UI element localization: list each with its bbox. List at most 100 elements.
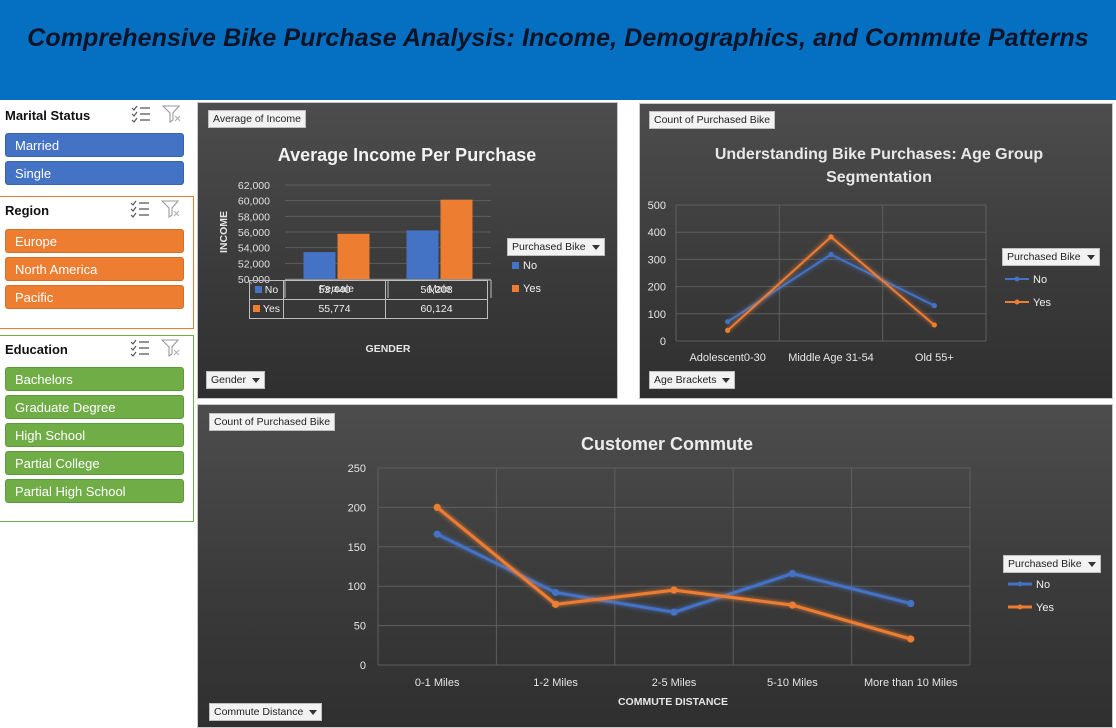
y-tick-label: 400 xyxy=(648,227,666,239)
table-row-label: Yes xyxy=(262,303,281,315)
slicer-header: Marital Status xyxy=(0,102,194,128)
slicer-item-bachelors[interactable]: Bachelors xyxy=(5,367,184,391)
y-tick-label: 100 xyxy=(348,581,366,593)
slicer-item-graduate-degree[interactable]: Graduate Degree xyxy=(5,395,184,419)
legend-swatch xyxy=(512,285,519,292)
table-cell: 56,208 xyxy=(385,280,488,300)
y-tick-label: 62,000 xyxy=(238,180,270,192)
y-axis-label: INCOME xyxy=(218,211,230,253)
y-tick-label: 0 xyxy=(660,336,666,348)
slicer-header: Region xyxy=(0,197,193,223)
data-point-no xyxy=(931,303,937,309)
y-tick-label: 150 xyxy=(348,542,366,554)
dropdown-caret-icon xyxy=(252,377,261,383)
legend-field-button[interactable]: Purchased Bike xyxy=(1003,555,1101,573)
clear-filter-icon[interactable] xyxy=(161,200,181,218)
data-point-no xyxy=(670,608,678,616)
table-cell: 60,124 xyxy=(385,299,488,319)
data-point-yes xyxy=(907,635,915,643)
axis-field-label: Age Brackets xyxy=(654,374,717,386)
y-tick-label: 58,000 xyxy=(238,211,270,223)
slicer-item-single[interactable]: Single xyxy=(5,161,184,185)
data-point-yes xyxy=(670,586,678,594)
legend-marker xyxy=(1017,604,1023,610)
age-chart-panel: Understanding Bike Purchases: Age Group S… xyxy=(639,103,1113,399)
y-tick-label: 300 xyxy=(648,254,666,266)
axis-field-label: Gender xyxy=(211,374,247,386)
data-point-yes xyxy=(552,600,560,608)
slicer-item-married[interactable]: Married xyxy=(5,133,184,157)
y-tick-label: 50 xyxy=(354,621,366,633)
y-tick-label: 100 xyxy=(648,309,666,321)
slicer-item-partial-college[interactable]: Partial College xyxy=(5,451,184,475)
x-category-label: 5-10 Miles xyxy=(767,677,818,689)
axis-field-button[interactable]: Gender xyxy=(206,371,266,389)
multi-select-icon[interactable] xyxy=(130,200,150,218)
data-point-no xyxy=(552,588,560,597)
value-field-button[interactable]: Count of Purchased Bike xyxy=(649,111,776,129)
legend-field-button[interactable]: Purchased Bike xyxy=(507,238,605,256)
education-slicer: Education Bachelors Graduate Degree High… xyxy=(0,335,194,522)
region-slicer: Region Europe North America Pacific xyxy=(0,196,194,329)
multi-select-icon[interactable] xyxy=(130,339,150,357)
income-chart-panel: Average Income Per Purchase 50,000 52,000 5… xyxy=(197,102,618,399)
slicer-item-partial-high-school[interactable]: Partial High School xyxy=(5,479,184,503)
axis-field-button[interactable]: Commute Distance xyxy=(209,703,323,721)
dashboard-title: Comprehensive Bike Purchase Analysis: In… xyxy=(27,23,1089,52)
series-line-yes xyxy=(726,235,935,332)
dropdown-caret-icon xyxy=(309,709,318,715)
legend-label: Yes xyxy=(523,283,541,295)
legend-label: No xyxy=(1033,274,1047,286)
legend-swatch xyxy=(512,262,519,269)
legend-field-button[interactable]: Purchased Bike xyxy=(1002,248,1100,266)
data-point-no xyxy=(725,319,731,325)
marital-status-slicer: Marital Status Married Single xyxy=(0,102,194,190)
x-category-label: More than 10 Miles xyxy=(864,677,958,689)
x-axis-label: COMMUTE DISTANCE xyxy=(618,696,728,708)
legend-marker xyxy=(1014,276,1020,282)
slicer-item-pacific[interactable]: Pacific xyxy=(5,285,184,309)
commute-line-chart: Customer Commute 0 50 100 150 200 250 0-1 Miles… xyxy=(348,434,1055,708)
clear-filter-icon[interactable] xyxy=(162,105,182,123)
chart-title-line: Understanding Bike Purchases: Age Group xyxy=(715,146,1044,163)
axis-field-label: Commute Distance xyxy=(214,706,304,718)
legend-marker xyxy=(1014,299,1020,305)
value-field-button[interactable]: Average of Income xyxy=(208,110,306,128)
bar-no-male xyxy=(406,230,439,279)
legend-field-label: Purchased Bike xyxy=(1007,251,1081,263)
data-point-yes xyxy=(931,322,937,328)
slicer-item-north-america[interactable]: North America xyxy=(5,257,184,281)
slicer-title: Region xyxy=(5,203,50,218)
x-category-label: Old 55+ xyxy=(915,352,954,364)
legend-field-label: Purchased Bike xyxy=(512,241,586,253)
data-point-no xyxy=(433,530,441,538)
legend-field-label: Purchased Bike xyxy=(1008,558,1082,570)
slicer-title: Marital Status xyxy=(5,108,91,123)
dropdown-caret-icon xyxy=(722,377,731,383)
series-line-no xyxy=(727,253,935,323)
table-cell: Yes xyxy=(249,299,284,319)
slicer-item-europe[interactable]: Europe xyxy=(5,229,184,253)
slicer-header: Education xyxy=(0,336,193,362)
data-point-no xyxy=(907,599,915,608)
multi-select-icon[interactable] xyxy=(131,105,151,123)
data-point-yes xyxy=(433,503,441,511)
table-row: Yes 55,774 60,124 xyxy=(249,299,488,319)
value-field-button[interactable]: Count of Purchased Bike xyxy=(209,413,336,431)
table-row-label: No xyxy=(264,284,279,296)
series-swatch xyxy=(254,286,262,293)
chart-title: Average Income Per Purchase xyxy=(278,145,536,165)
y-tick-label: 60,000 xyxy=(238,196,270,208)
y-tick-label: 200 xyxy=(348,502,366,514)
x-category-label: Adolescent0-30 xyxy=(689,352,765,364)
x-category-label: 1-2 Miles xyxy=(533,677,578,689)
series-line-yes xyxy=(436,506,912,641)
axis-field-button[interactable]: Age Brackets xyxy=(649,371,736,389)
clear-filter-icon[interactable] xyxy=(161,339,181,357)
slicer-item-high-school[interactable]: High School xyxy=(5,423,184,447)
legend-label: Yes xyxy=(1036,602,1054,614)
y-tick-label: 250 xyxy=(348,463,366,475)
data-point-no xyxy=(828,251,834,258)
dropdown-caret-icon xyxy=(1087,561,1096,567)
